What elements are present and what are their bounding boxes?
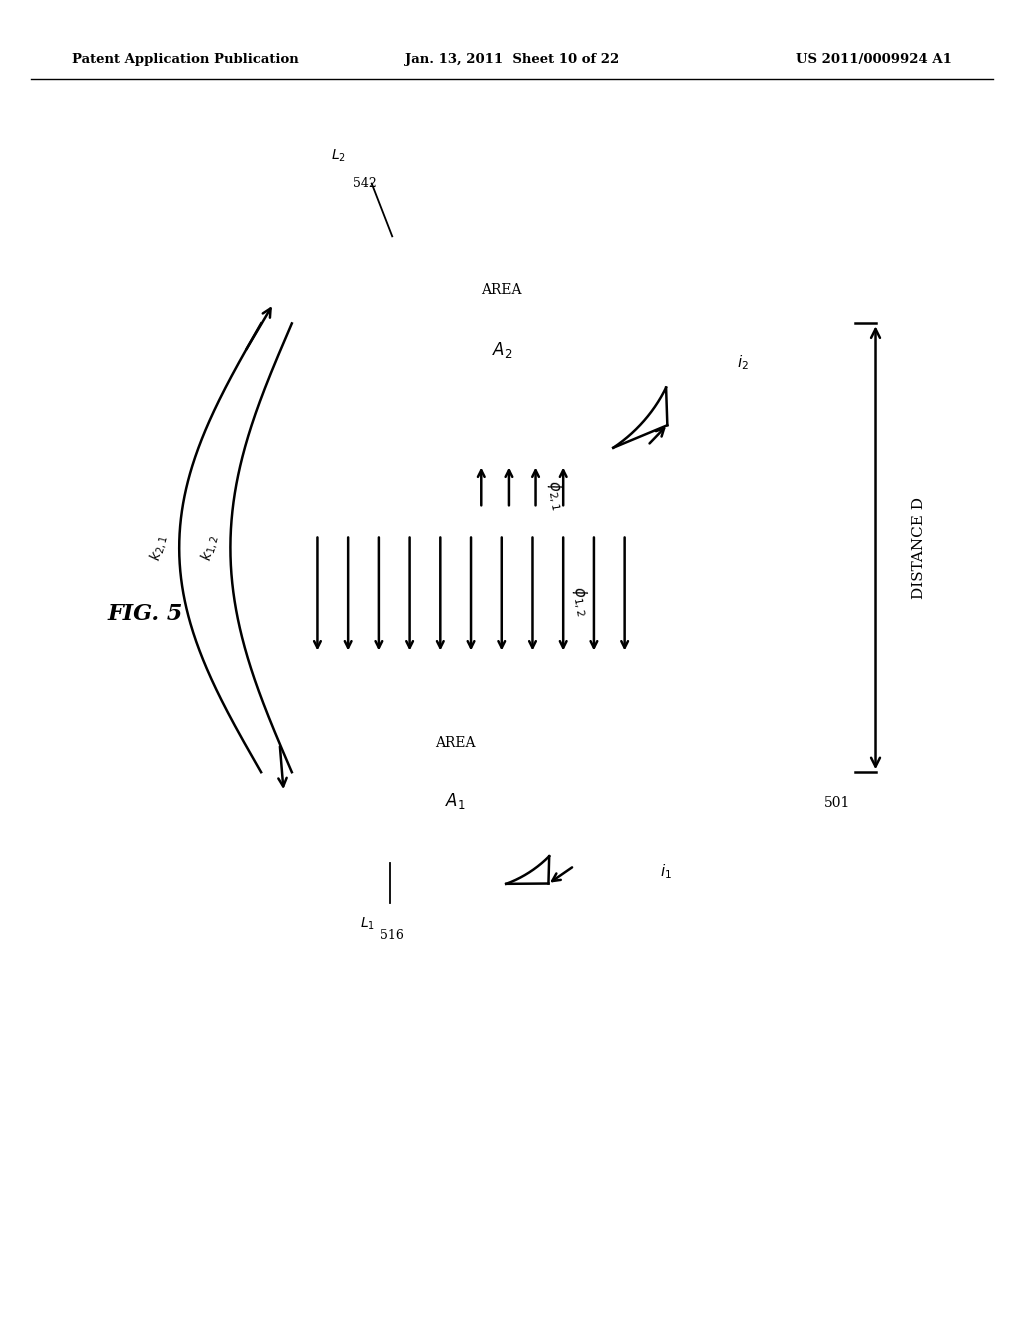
Text: 516: 516 (380, 929, 403, 942)
Text: DISTANCE D: DISTANCE D (911, 496, 926, 599)
Text: $A_2$: $A_2$ (492, 339, 512, 360)
Text: $\phi_{1,2}$: $\phi_{1,2}$ (568, 585, 593, 616)
Text: FIG. 5: FIG. 5 (108, 603, 183, 624)
Text: $k_{2,1}$: $k_{2,1}$ (146, 533, 171, 562)
Text: $k_{1,2}$: $k_{1,2}$ (198, 533, 222, 562)
Text: $A_1$: $A_1$ (445, 791, 466, 812)
Text: $L_1$: $L_1$ (359, 916, 375, 932)
Text: 542: 542 (353, 177, 377, 190)
Text: 501: 501 (823, 796, 850, 810)
Text: Patent Application Publication: Patent Application Publication (72, 53, 298, 66)
Text: US 2011/0009924 A1: US 2011/0009924 A1 (797, 53, 952, 66)
Text: $i_1$: $i_1$ (660, 862, 673, 880)
Text: $\phi_{2,1}$: $\phi_{2,1}$ (543, 479, 567, 511)
Text: $i_2$: $i_2$ (737, 354, 750, 372)
Text: AREA: AREA (481, 284, 522, 297)
Text: AREA: AREA (435, 737, 476, 750)
Text: $L_2$: $L_2$ (331, 148, 346, 164)
Text: Jan. 13, 2011  Sheet 10 of 22: Jan. 13, 2011 Sheet 10 of 22 (404, 53, 620, 66)
